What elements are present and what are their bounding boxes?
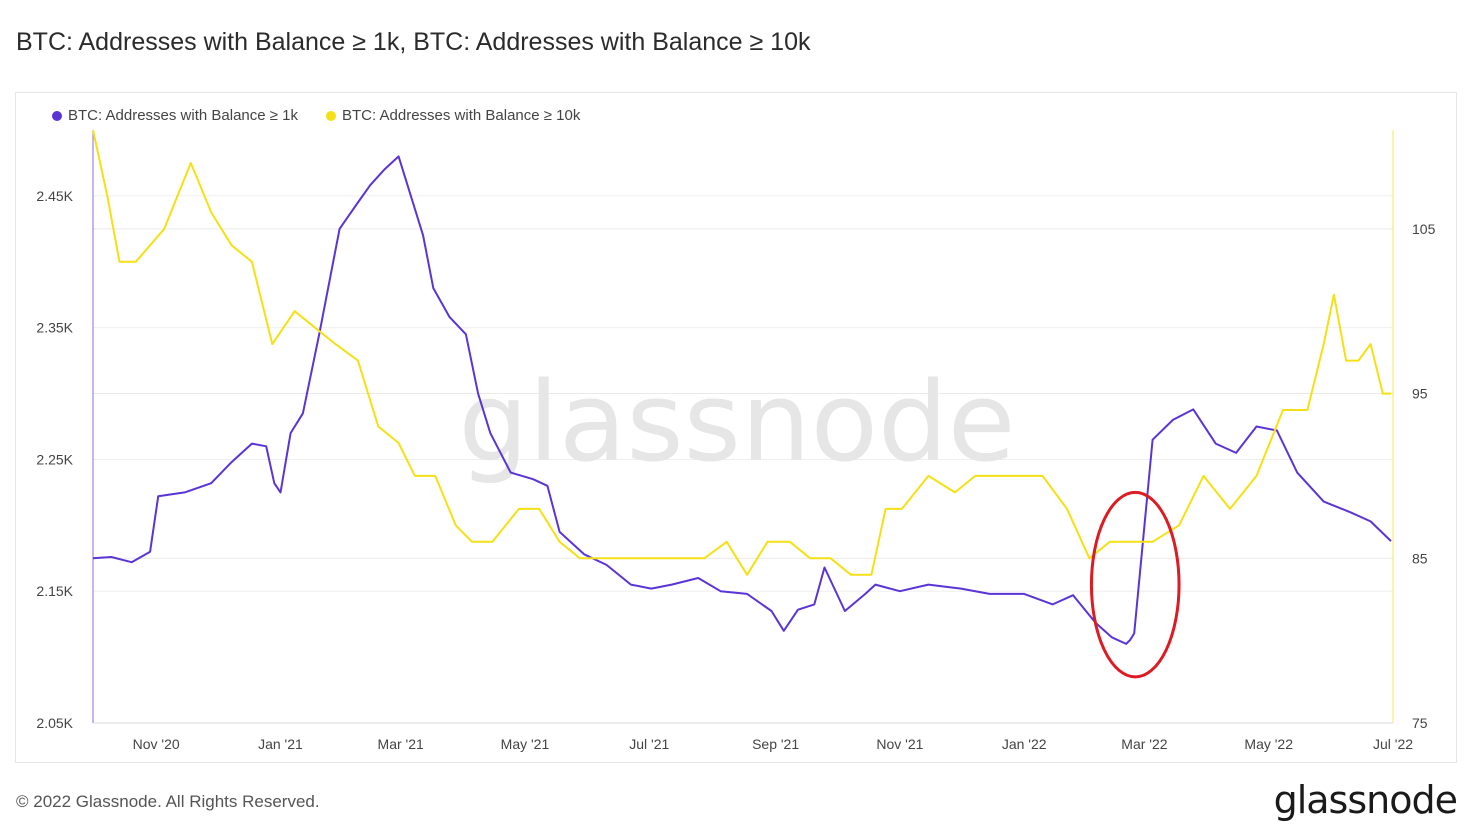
annotation-ellipse: [1089, 490, 1181, 679]
legend: BTC: Addresses with Balance ≥ 1k BTC: Ad…: [52, 107, 580, 124]
y-right-tick-label: 75: [1412, 715, 1428, 731]
y-left-tick-label: 2.05K: [36, 715, 73, 731]
legend-label-series1: BTC: Addresses with Balance ≥ 1k: [68, 107, 299, 124]
x-tick-label: Jan '22: [1002, 736, 1047, 752]
x-tick-label: May '21: [501, 736, 550, 752]
x-tick-label: Mar '22: [1121, 736, 1167, 752]
series-line-1: [92, 155, 1392, 645]
chart-title: BTC: Addresses with Balance ≥ 1k, BTC: A…: [16, 28, 811, 56]
x-tick-label: Jul '22: [1373, 736, 1413, 752]
series: [92, 129, 1392, 645]
y-left-tick-label: 2.35K: [36, 320, 73, 336]
chart-frame: [15, 92, 1457, 763]
legend-label-series2: BTC: Addresses with Balance ≥ 10k: [342, 107, 581, 124]
legend-dot-series2: [326, 110, 337, 121]
watermark: glassnode: [459, 358, 1016, 486]
y-right-tick-label: 105: [1412, 221, 1436, 237]
y-left-tick-label: 2.15K: [36, 583, 73, 599]
y-right-tick-label: 95: [1412, 386, 1428, 402]
y-left-tick-label: 2.45K: [36, 188, 73, 204]
y-left-tick-label: 2.25K: [36, 451, 73, 467]
x-tick-label: Nov '21: [876, 736, 923, 752]
x-tick-label: Mar '21: [378, 736, 424, 752]
x-tick-label: May '22: [1244, 736, 1293, 752]
legend-item-series1[interactable]: BTC: Addresses with Balance ≥ 1k: [52, 107, 298, 124]
copyright-footer: © 2022 Glassnode. All Rights Reserved.: [16, 792, 320, 811]
x-tick-label: Jul '21: [629, 736, 669, 752]
x-tick-label: Jan '21: [258, 736, 303, 752]
legend-item-series2[interactable]: BTC: Addresses with Balance ≥ 10k: [326, 107, 580, 124]
series-line-2: [92, 129, 1391, 576]
y-right-tick-label: 85: [1412, 550, 1428, 566]
x-tick-label: Nov '20: [133, 736, 180, 752]
annotation: [1089, 490, 1181, 679]
legend-dot-series1: [52, 110, 62, 121]
x-tick-label: Sep '21: [752, 736, 799, 752]
axes: 2.05K 2.15K 2.25K 2.35K 2.45K 75 85 95 105 Nov '2…: [36, 130, 1436, 752]
brand-logo[interactable]: glassnode: [1273, 778, 1458, 822]
